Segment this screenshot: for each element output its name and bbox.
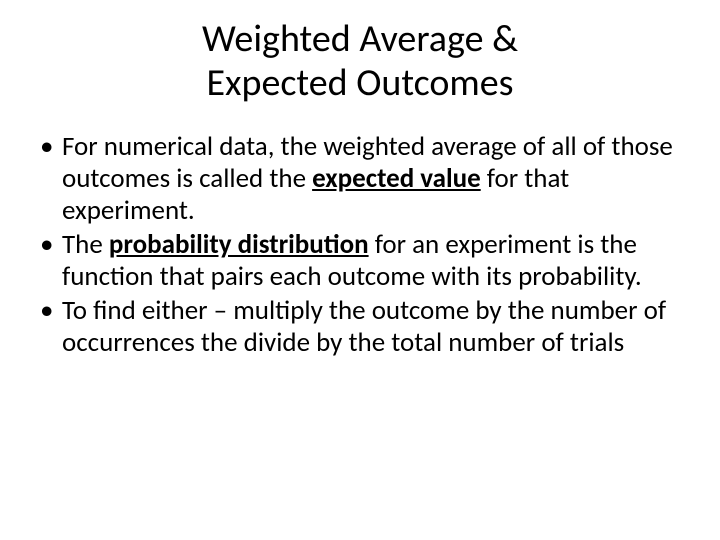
bullet-text-emph: expected value — [312, 162, 481, 195]
bullet-list: For numerical data, the weighted average… — [38, 131, 682, 358]
title-line-2: Expected Outcomes — [206, 60, 513, 106]
list-item: The probability distribution for an expe… — [62, 229, 682, 293]
list-item: For numerical data, the weighted average… — [62, 131, 682, 227]
bullet-text-emph: probability distribution — [109, 228, 369, 261]
list-item: To find either – multiply the outcome by… — [62, 295, 682, 359]
title-line-1: Weighted Average & — [202, 16, 518, 62]
slide: Weighted Average & Expected Outcomes For… — [0, 0, 720, 540]
bullet-text-pre: To find either – multiply the outcome by… — [62, 294, 666, 359]
slide-title: Weighted Average & Expected Outcomes — [38, 18, 682, 105]
bullet-text-pre: The — [62, 228, 109, 261]
